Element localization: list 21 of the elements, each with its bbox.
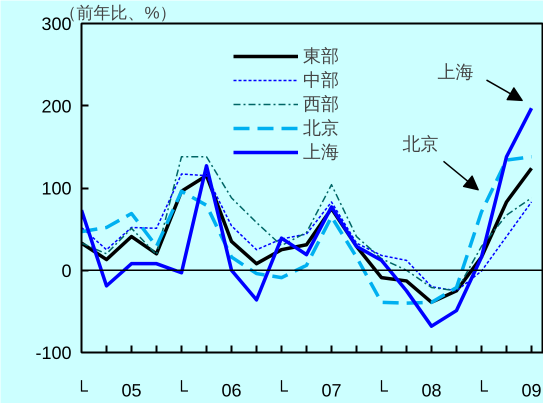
legend-label: 上海	[303, 141, 339, 164]
annotation: 上海	[438, 62, 474, 82]
legend-label: 東部	[303, 45, 339, 68]
x-tick-label: └	[375, 380, 388, 400]
x-tick-label: 06	[221, 380, 242, 400]
legend-label: 北京	[303, 117, 339, 140]
y-tick-label: 200	[41, 96, 72, 116]
legend-label: 中部	[303, 69, 339, 92]
annotation: 北京	[402, 134, 438, 154]
y-tick-label: 0	[61, 260, 72, 281]
legend-label: 西部	[303, 93, 339, 116]
x-tick-label: 09	[521, 380, 542, 400]
y-tick-label: 100	[41, 178, 72, 198]
y-tick-label: -100	[35, 343, 72, 363]
x-tick-label: 08	[421, 380, 442, 400]
x-tick-label: └	[475, 380, 488, 400]
x-tick-label: 07	[321, 380, 342, 400]
x-tick-label: └	[175, 380, 188, 400]
x-tick-label: 05	[121, 380, 142, 400]
x-tick-label: └	[75, 380, 88, 400]
x-tick-label: └	[275, 380, 288, 400]
